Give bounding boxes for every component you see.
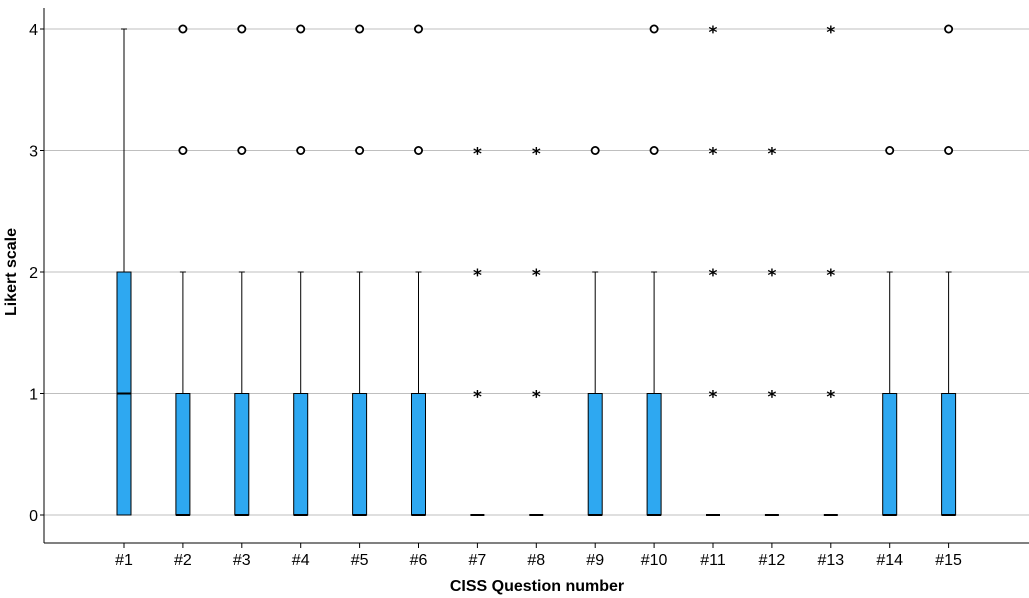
outliers: * * * * * * * * * * * * * * * * xyxy=(178,23,954,408)
x-tick-label: #4 xyxy=(292,552,310,569)
x-tick-label: #15 xyxy=(935,552,962,569)
box-q6 xyxy=(411,271,426,516)
y-tick-labels: 0 1 2 3 4 xyxy=(29,22,44,525)
outlier-point xyxy=(649,24,659,34)
outlier-point xyxy=(178,24,188,34)
outlier-point xyxy=(885,145,895,155)
iqr-box xyxy=(587,393,603,516)
boxes xyxy=(116,28,957,516)
x-tick-label: #7 xyxy=(469,552,487,569)
x-tick-labels: #1 #2 #3 #4 #5 #6 #7 #8 #9 #10 #11 #12 #13 #14 #15 xyxy=(115,543,962,569)
outlier-point xyxy=(296,24,306,34)
outlier-point xyxy=(944,145,954,155)
box-q4 xyxy=(293,271,309,516)
x-tick-label: #11 xyxy=(700,552,726,569)
extreme-point: * xyxy=(473,145,482,165)
extreme-point: * xyxy=(826,266,835,286)
iqr-box xyxy=(352,393,368,516)
x-tick-label: #2 xyxy=(174,552,192,569)
x-tick-label: #6 xyxy=(410,552,428,569)
y-tick-label: 2 xyxy=(29,265,38,282)
box-q9 xyxy=(587,271,603,516)
iqr-box xyxy=(293,393,309,516)
iqr-box xyxy=(175,393,191,516)
y-tick-label: 1 xyxy=(29,387,38,404)
outlier-point xyxy=(944,24,954,34)
outlier-point xyxy=(355,24,365,34)
box-q3 xyxy=(234,271,250,516)
outlier-point xyxy=(355,145,365,155)
outlier-point xyxy=(649,145,659,155)
box-q2 xyxy=(175,271,191,516)
x-tick-label: #14 xyxy=(876,552,903,569)
extreme-point: * xyxy=(826,23,835,43)
x-tick-label: #9 xyxy=(586,552,604,569)
extreme-point: * xyxy=(709,23,718,43)
outlier-point xyxy=(413,145,423,155)
y-tick-label: 4 xyxy=(29,22,38,39)
y-axis-title: Likert scale xyxy=(3,228,20,316)
extreme-point: * xyxy=(709,145,718,165)
y-tick-label: 0 xyxy=(29,508,38,525)
iqr-box xyxy=(882,393,898,516)
extreme-point: * xyxy=(473,388,482,408)
outlier-point xyxy=(178,145,188,155)
outlier-point xyxy=(237,24,247,34)
iqr-box xyxy=(411,393,426,516)
box-q5 xyxy=(352,271,368,516)
x-tick-label: #13 xyxy=(817,552,844,569)
outlier-point xyxy=(296,145,306,155)
extreme-point: * xyxy=(532,145,541,165)
extreme-point: * xyxy=(826,388,835,408)
extreme-point: * xyxy=(709,388,718,408)
x-tick-label: #1 xyxy=(115,552,133,569)
iqr-box xyxy=(234,393,250,516)
x-axis-title: CISS Question number xyxy=(450,578,624,595)
extreme-point: * xyxy=(532,266,541,286)
box-q15 xyxy=(941,271,957,516)
gridlines xyxy=(44,28,1029,516)
box-q10 xyxy=(646,271,662,516)
box-q14 xyxy=(882,271,898,516)
outlier-point xyxy=(590,145,600,155)
iqr-box xyxy=(941,393,957,516)
extreme-point: * xyxy=(532,388,541,408)
outlier-point xyxy=(413,24,423,34)
x-tick-label: #12 xyxy=(759,552,786,569)
extreme-point: * xyxy=(473,266,482,286)
extreme-point: * xyxy=(709,266,718,286)
x-tick-label: #8 xyxy=(527,552,545,569)
outlier-point xyxy=(237,145,247,155)
x-tick-label: #3 xyxy=(233,552,251,569)
x-tick-label: #5 xyxy=(351,552,369,569)
y-tick-label: 3 xyxy=(29,144,38,161)
x-tick-label: #10 xyxy=(641,552,668,569)
extreme-point: * xyxy=(767,388,776,408)
iqr-box xyxy=(646,393,662,516)
extreme-point: * xyxy=(767,145,776,165)
box-q1 xyxy=(116,28,132,516)
extreme-point: * xyxy=(767,266,776,286)
